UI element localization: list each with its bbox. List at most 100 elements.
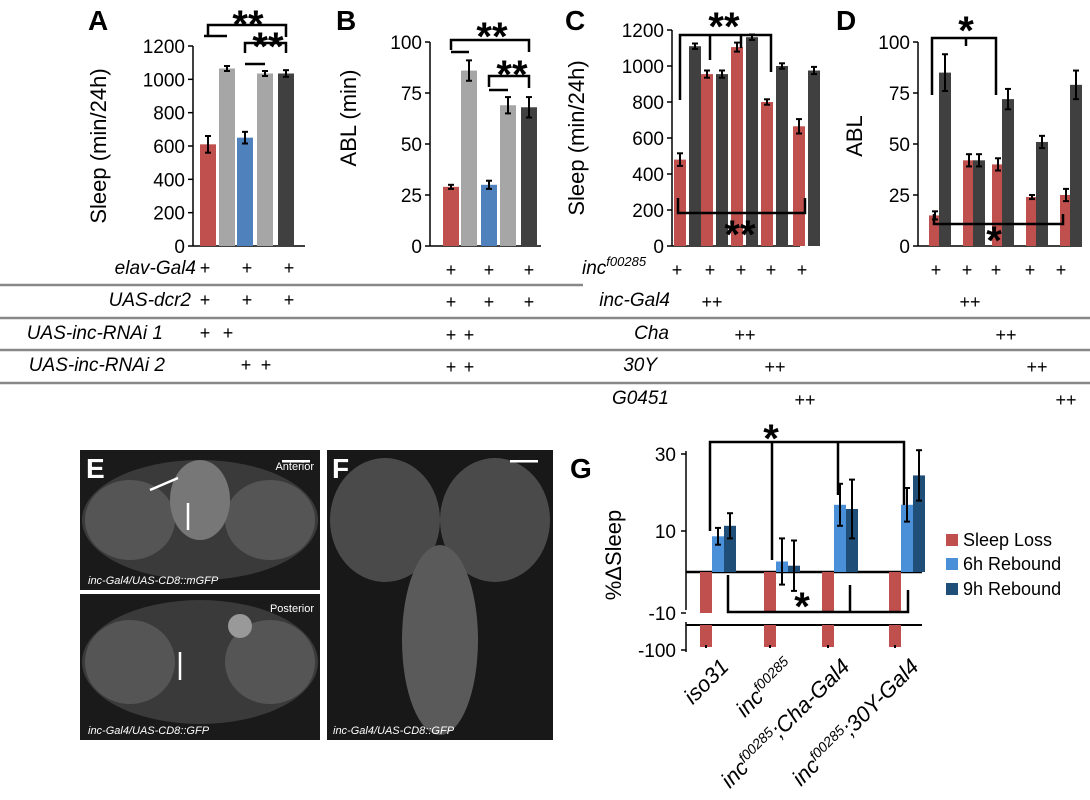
panel-a-bar	[219, 68, 235, 246]
panel-c-bar	[793, 126, 805, 246]
genotype-plus-b: +	[484, 292, 495, 312]
panel-d-sig-1: *	[958, 9, 974, 53]
genotype-plus-b: +	[446, 260, 457, 280]
genotype-inc-plus: +	[931, 260, 942, 280]
genotype-plus-a: +	[242, 258, 253, 278]
panel-g-bracket-top	[708, 440, 906, 531]
panel-g-bar-sleep-loss-lower	[700, 625, 712, 647]
brain-lobe	[85, 480, 175, 560]
panel-g-tick-label: -10	[649, 604, 676, 625]
panel-c-y-tick-label: 800	[632, 93, 664, 114]
panel-g-bar-sleep-loss-lower	[889, 625, 901, 647]
panel-b-bracket-2	[487, 74, 531, 88]
panel-d-bar	[992, 164, 1004, 246]
panel-c-y-label: Sleep (min/24h)	[564, 60, 589, 215]
genotype-row-label: elav-Gal4	[115, 258, 196, 279]
brain-lobe	[225, 480, 315, 560]
panel-g-bar-sleep-loss-lower	[764, 625, 776, 647]
arrow-icon	[149, 476, 179, 492]
genotype-double-plus: ++	[794, 390, 815, 410]
panel-a-sig-1: **	[232, 3, 264, 47]
genotype-plus-b: +	[524, 292, 535, 312]
panel-b-sig-2: **	[496, 53, 528, 97]
panel-g-bar-9h-rebound	[724, 525, 736, 572]
genotype-plus-a: +	[223, 323, 234, 343]
genotype-double-plus: ++	[995, 325, 1016, 345]
panel-c-bar	[716, 74, 728, 246]
panel-a-y-tick-label: 200	[153, 204, 185, 225]
panel-c-y-tick-label: 1200	[622, 21, 664, 42]
panel-d-y-tick-label: 50	[889, 135, 910, 156]
e-top-caption: inc-Gal4/UAS-CD8::mGFP	[88, 575, 219, 587]
genotype-plus-b: +	[446, 357, 457, 377]
panel-c-bar	[689, 46, 701, 247]
panel-g-bar-sleep-loss-lower	[822, 625, 834, 647]
panel-d-bar	[1070, 84, 1082, 246]
brain-lobe	[225, 620, 315, 704]
genotype-inc-plus: +	[766, 260, 777, 280]
panel-d-bar	[1026, 197, 1038, 246]
panel-a-bar	[237, 137, 253, 246]
panel-d-bar	[1060, 195, 1072, 246]
genotype-row-label: inc-Gal4	[599, 290, 670, 311]
panel-d-y-tick-label: 100	[878, 33, 910, 54]
panel-e-letter: E	[86, 453, 105, 484]
panel-b-y-tick-label: 75	[401, 84, 422, 105]
genotype-inc-plus: +	[962, 260, 973, 280]
brain-lobe	[440, 458, 550, 582]
panel-g-tick-label: 30	[655, 445, 676, 466]
panel-g-category-label: iso31	[679, 654, 734, 709]
panel-g-letter: G	[570, 453, 592, 484]
panel-g-legend-swatch	[946, 534, 958, 546]
genotype-row-label: Cha	[634, 323, 669, 344]
brain-lobe	[330, 458, 440, 582]
genotype-row-label: UAS-inc-RNAi 1	[27, 323, 163, 344]
panel-a-bracket-2	[243, 41, 288, 53]
brain-center	[170, 460, 230, 540]
panel-g-bracket-bottom	[726, 575, 910, 614]
genotype-row-label: G0451	[612, 388, 669, 409]
genotype-plus-b: +	[524, 260, 535, 280]
panel-g-legend-label: 9h Rebound	[963, 579, 1061, 599]
panel-a-letter: A	[88, 5, 108, 36]
genotype-plus-a: +	[241, 355, 252, 375]
genotype-plus-b: +	[446, 325, 457, 345]
panel-c-bar	[776, 66, 788, 246]
panel-c-bar	[808, 70, 820, 246]
genotype-plus-a: +	[200, 290, 211, 310]
panel-c-bar	[731, 47, 743, 246]
panel-a-y-tick-label: 800	[153, 104, 185, 125]
panel-a-sig-2: **	[252, 25, 284, 69]
panel-c-letter: C	[565, 5, 585, 36]
panel-g-bar-sleep-loss	[889, 572, 901, 613]
panel-d-y-tick-label: 75	[889, 84, 910, 105]
panel-c-y-tick-label: 0	[653, 237, 664, 258]
panel-b-bar	[481, 184, 497, 246]
panel-g-tick-label: 10	[655, 522, 676, 543]
panel-b-y-tick-label: 50	[401, 135, 422, 156]
panel-d-bracket-top	[930, 36, 998, 95]
panel-d-sig-2: *	[986, 219, 1002, 263]
panel-d-y-label: ABL	[842, 115, 867, 157]
panel-c-y-tick-label: 1000	[622, 57, 664, 78]
panel-g-y-label: %ΔSleep	[601, 510, 626, 601]
panel-c-y-tick-label: 200	[632, 201, 664, 222]
panel-d-bar	[1002, 99, 1014, 247]
panel-c-sig-2: **	[724, 213, 756, 257]
genotype-inc-plus: +	[991, 260, 1002, 280]
panel-c-sig-1: **	[708, 5, 740, 49]
genotype-row-label: UAS-inc-RNAi 2	[29, 355, 166, 376]
panel-c-bracket-bottom	[676, 198, 807, 215]
genotype-double-plus: ++	[959, 292, 980, 312]
genotype-inc-plus: +	[736, 260, 747, 280]
panel-g-bar-sleep-loss	[822, 572, 834, 613]
panel-a-bracket-1	[206, 23, 288, 37]
panel-c-bracket-top	[678, 33, 773, 100]
genotype-row-label: 30Y	[623, 355, 658, 376]
e-anterior-tag: Anterior	[275, 461, 314, 473]
panel-c-y-tick-label: 400	[632, 165, 664, 186]
panel-d-bar	[1036, 141, 1048, 246]
panel-a-y-label: Sleep (min/24h)	[86, 68, 111, 223]
panel-a-y-tick-label: 400	[153, 170, 185, 191]
